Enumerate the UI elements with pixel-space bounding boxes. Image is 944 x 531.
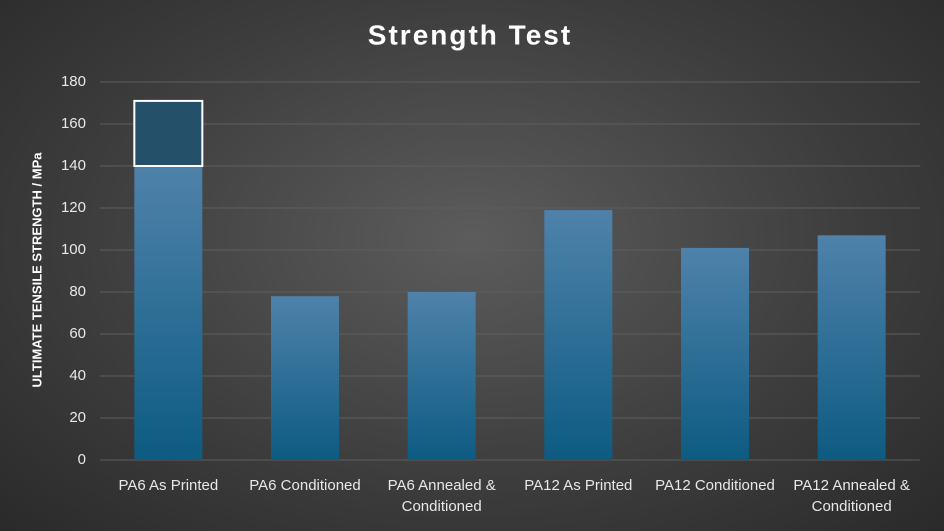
y-tick-label: 80 xyxy=(69,283,86,300)
y-tick-label: 140 xyxy=(61,157,86,174)
y-tick-label: 160 xyxy=(61,115,86,132)
bar xyxy=(133,99,204,167)
y-tick-label: 100 xyxy=(61,241,86,258)
y-tick-label: 60 xyxy=(69,325,86,342)
y-tick-label: 20 xyxy=(69,409,86,426)
bar xyxy=(681,247,749,460)
x-tick-label: PA12 Annealed & Conditioned xyxy=(793,477,910,515)
y-tick-label: 180 xyxy=(61,73,86,90)
x-tick-label: PA6 As Printed xyxy=(118,477,219,494)
bar xyxy=(544,210,613,460)
x-tick-label: PA12 Conditioned xyxy=(655,477,775,494)
bar xyxy=(134,166,203,460)
y-axis-label: ULTIMATE TENSILE STRENGTH / MPa xyxy=(29,152,44,388)
y-tick-label: 0 xyxy=(78,451,86,468)
x-tick-label: PA6 Annealed & Conditioned xyxy=(387,477,496,515)
y-tick-label: 120 xyxy=(61,199,86,216)
bar xyxy=(407,292,476,460)
chart-title: Strength Test xyxy=(368,19,572,50)
x-tick-label: PA12 As Printed xyxy=(524,477,633,494)
bar xyxy=(817,235,886,460)
y-tick-label: 40 xyxy=(69,367,86,384)
bar xyxy=(271,296,339,460)
x-tick-label: PA6 Conditioned xyxy=(249,477,361,494)
